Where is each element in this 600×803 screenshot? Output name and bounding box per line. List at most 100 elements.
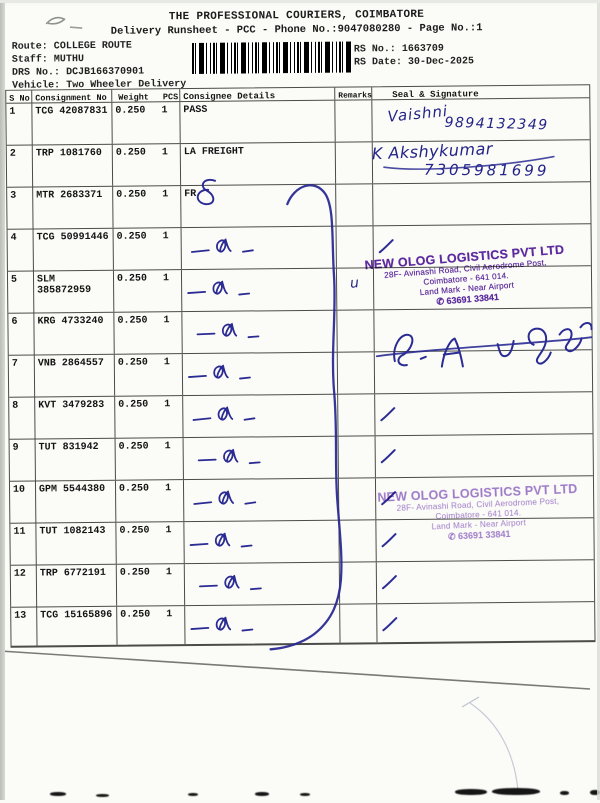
cell-consignee-details [183, 394, 339, 438]
cell-consignment-no: VNB 2864557 [34, 354, 116, 397]
cell-seal-signature [377, 602, 594, 642]
cell-pcs: 1 [162, 231, 169, 243]
tick-mark [382, 575, 397, 590]
cell-consignee-details [181, 268, 338, 312]
cell-weight: 0.250 [118, 483, 150, 495]
cell-s-no: 1 [6, 103, 33, 145]
cell-s-no: 9 [9, 439, 36, 481]
scan-smudge [492, 788, 540, 795]
header-s-no: S No [6, 90, 33, 104]
delivery-mark-scribble [187, 280, 251, 296]
cell-consignment-no: TRP 1081760 [32, 144, 114, 187]
delivery-mark-scribble [193, 490, 257, 505]
table-row: 7 VNB 2864557 0.250 1 [8, 350, 593, 398]
cell-weight: 0.250 [116, 273, 148, 285]
cell-consignee-details [183, 478, 340, 522]
runsheet-table: S No Consignment No Weight PCS Consignee… [5, 84, 596, 648]
cell-s-no: 8 [9, 397, 36, 439]
cell-remarks [340, 604, 378, 643]
cell-weight: 0.250 [117, 357, 148, 369]
cell-pcs: 1 [163, 315, 170, 327]
header-consignee-details: Consignee Details [180, 87, 336, 102]
table-row: 8 KVT 3479283 0.250 1 [9, 392, 593, 440]
cell-weight: 0.250 [117, 315, 148, 327]
cell-s-no: 6 [8, 313, 35, 355]
cell-consignment-no: TRP 6772191 [36, 564, 118, 607]
scan-smudge [560, 791, 569, 795]
cell-consignment-no: KRG 4733240 [34, 312, 115, 355]
cell-weight-pcs: 0.250 1 [112, 102, 181, 144]
scan-edge-right [597, 0, 600, 800]
table-row: 11 TUT 1082143 0.250 1 [10, 518, 594, 566]
cell-weight-pcs: 0.250 1 [116, 564, 186, 606]
cell-s-no: 2 [6, 145, 34, 187]
cell-consignment-no: TCG 50991446 [33, 228, 114, 271]
cell-weight-pcs: 0.250 1 [115, 480, 185, 522]
tick-mark [381, 533, 397, 548]
cell-pcs: 1 [165, 525, 172, 537]
cell-consignee-details [185, 604, 341, 645]
scan-smudge [188, 793, 198, 796]
cell-s-no: 4 [7, 229, 34, 271]
cell-weight-pcs: 0.250 1 [114, 354, 184, 396]
cell-consignee-details: FR [181, 184, 337, 228]
cell-remarks [338, 394, 376, 436]
cell-weight-pcs: 0.250 1 [115, 438, 184, 480]
scan-edge-top [0, 0, 600, 3]
cell-pcs: 1 [162, 273, 170, 285]
cell-pcs: 1 [161, 147, 168, 159]
delivery-mark-scribble [190, 238, 254, 253]
table-row: 12 TRP 6772191 0.250 1 [10, 560, 595, 608]
table-row: 10 GPM 5544380 0.250 1 [9, 476, 594, 524]
table-row: 6 KRG 4733240 0.250 1 [8, 308, 592, 356]
cell-weight-pcs: 0.250 1 [117, 606, 186, 645]
tick-mark [378, 239, 394, 254]
header-consignment-no: Consignment No [32, 89, 113, 104]
cell-pcs: 1 [165, 567, 172, 579]
cell-remarks [338, 436, 376, 478]
cell-weight: 0.250 [115, 147, 146, 159]
delivery-mark-scribble [197, 448, 261, 465]
cell-consignee-details [182, 352, 339, 396]
cell-remarks [339, 562, 378, 604]
cell-remarks [335, 100, 373, 142]
cell-consignee-details [182, 310, 338, 354]
rubber-stamp-2: NEW OLOG LOGISTICS PVT LTD 28F- Avinashi… [375, 482, 581, 546]
cell-seal-signature [374, 224, 591, 267]
delivery-mark-scribble [199, 574, 262, 591]
cell-s-no: 13 [11, 607, 38, 646]
cell-weight-pcs: 0.250 1 [114, 312, 183, 354]
cell-seal-signature [376, 476, 593, 519]
signature-phone-row1: 9894132349 [444, 114, 549, 134]
cell-seal-signature [376, 434, 593, 477]
cell-consignment-no: TUT 831942 [35, 438, 116, 481]
delivery-mark-scribble [189, 532, 253, 548]
scan-smudge [255, 792, 269, 796]
cell-weight: 0.250 [116, 231, 147, 243]
cell-s-no: 3 [7, 187, 34, 229]
table-row: 13 TCG 15165896 0.250 1 [11, 602, 594, 646]
cell-s-no: 10 [9, 481, 37, 523]
cell-weight: 0.250 [119, 525, 150, 537]
header-info-left: Route: COLLEGE ROUTE Staff: MUTHU DRS No… [12, 39, 187, 93]
cell-pcs: 1 [164, 399, 171, 411]
table-row: 3 MTR 2683371 0.250 1 FR [7, 182, 591, 230]
header-remarks: Remarks [335, 87, 373, 101]
cell-consignment-no: TUT 1082143 [36, 522, 117, 565]
cell-seal-signature [374, 308, 591, 351]
table-rows: 1 TCG 42087831 0.250 1 PASS 2 TRP 108176… [6, 98, 595, 646]
cell-consignee-details [181, 226, 337, 270]
cell-s-no: 5 [7, 271, 35, 313]
table-row: 5 SLM 385872959 0.250 1 [7, 266, 592, 314]
scan-edge-left [0, 0, 5, 800]
cell-seal-signature [375, 392, 592, 435]
cell-pcs: 1 [165, 483, 172, 495]
cell-pcs: 1 [163, 357, 170, 369]
cell-s-no: 7 [8, 355, 36, 397]
cell-remarks [335, 142, 374, 184]
rs-no-line: RS No.: 1663709 [353, 43, 444, 56]
scan-smudge [50, 792, 66, 796]
cell-weight-pcs: 0.250 1 [113, 186, 182, 228]
cell-consignment-no: TCG 15165896 [37, 606, 118, 646]
